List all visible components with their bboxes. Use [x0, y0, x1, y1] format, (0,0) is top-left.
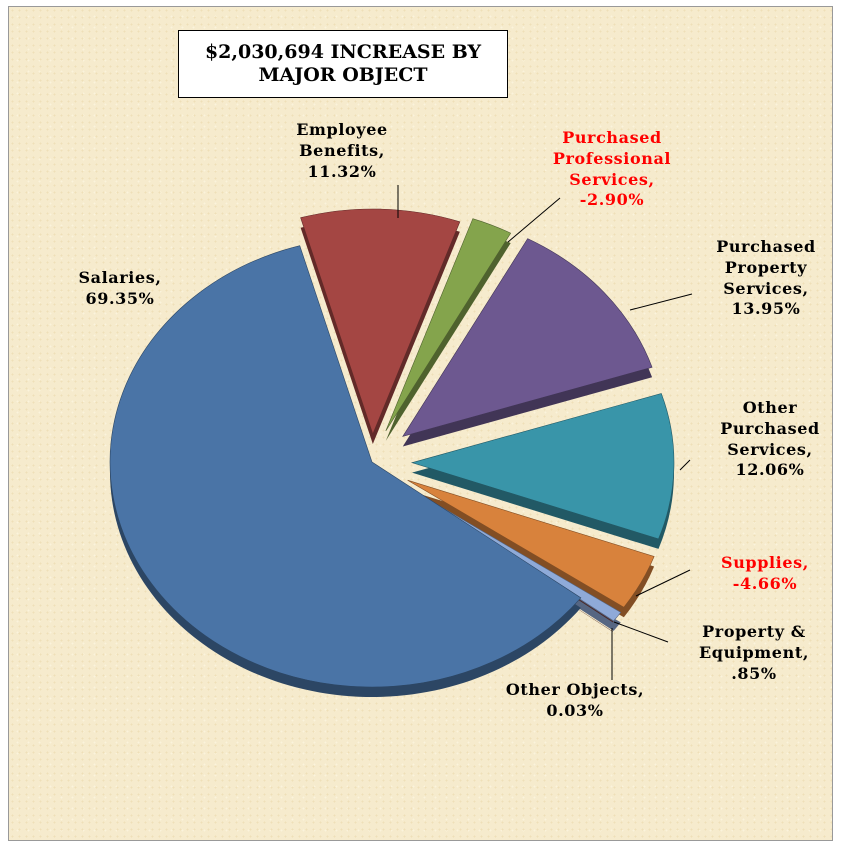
- leader-line: [507, 197, 561, 243]
- slice: [402, 238, 653, 437]
- slice: [410, 393, 675, 540]
- data-label: Supplies, -4.66%: [690, 553, 840, 595]
- slice: [385, 218, 512, 432]
- leader-line: [613, 621, 669, 643]
- data-label: Purchased Property Services, 13.95%: [691, 237, 841, 320]
- leader-line: [629, 293, 693, 311]
- value-label: 11.32%: [307, 161, 377, 181]
- data-label: Other Objects, 0.03%: [500, 680, 650, 722]
- category-label: Salaries,: [78, 268, 162, 287]
- value-label: 69.35%: [85, 288, 155, 308]
- data-label: Property & Equipment, .85%: [674, 622, 834, 684]
- value-label: 12.06%: [735, 460, 805, 480]
- slice: [407, 479, 655, 608]
- category-label: Purchased Property Services,: [716, 237, 816, 298]
- chart-title: $2,030,694 INCREASE BY MAJOR OBJECT: [178, 30, 508, 98]
- category-label: Employee Benefits,: [296, 120, 388, 160]
- leader-line: [679, 459, 691, 471]
- leader-line: [635, 569, 691, 597]
- value-label: -2.90%: [579, 190, 645, 210]
- value-label: 0.03%: [546, 700, 604, 720]
- data-label: Employee Benefits, 11.32%: [267, 120, 417, 182]
- data-label: Salaries, 69.35%: [45, 268, 195, 310]
- slice: [109, 245, 582, 688]
- data-label: Other Purchased Services, 12.06%: [695, 398, 841, 481]
- value-label: -4.66%: [732, 573, 798, 593]
- value-label: .85%: [731, 663, 777, 683]
- category-label: Property & Equipment,: [699, 622, 809, 662]
- category-label: Other Objects,: [505, 680, 645, 699]
- category-label: Other Purchased Services,: [720, 398, 820, 459]
- data-label: Purchased Professional Services, -2.90%: [522, 128, 702, 211]
- category-label: Supplies,: [721, 553, 809, 572]
- category-label: Purchased Professional Services,: [552, 128, 672, 189]
- slice: [300, 208, 461, 435]
- value-label: 13.95%: [731, 299, 801, 319]
